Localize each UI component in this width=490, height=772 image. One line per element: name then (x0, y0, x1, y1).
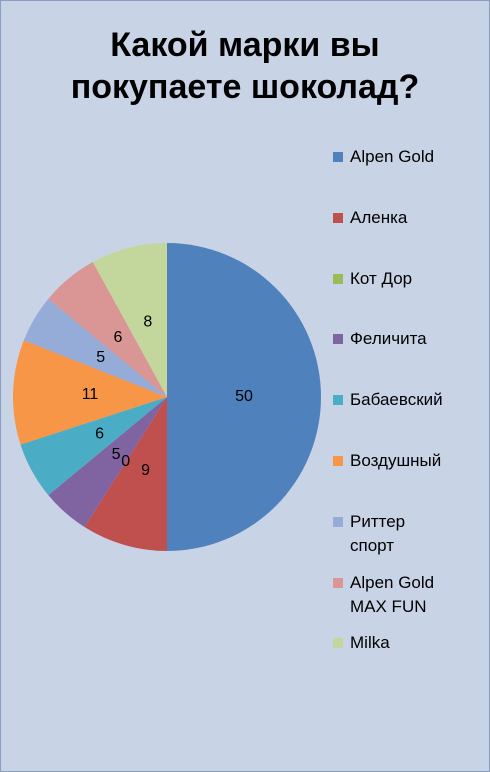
legend-label: Alpen Gold MAX FUN (350, 572, 435, 616)
legend-item: Воздушный (333, 449, 453, 473)
legend-item: Alpen Gold MAX FUN (333, 571, 453, 619)
pie-slice (84, 397, 167, 551)
legend-swatch (333, 456, 343, 466)
pie-slice (48, 397, 168, 528)
legend-label: Аленка (350, 207, 408, 227)
legend-label: Бабаевский (350, 390, 443, 410)
legend-item: Феличита (333, 327, 453, 351)
pie-slice (167, 243, 321, 551)
legend-item: Бабаевский (333, 388, 453, 412)
legend-label: Milka (350, 633, 390, 653)
data-label: 6 (113, 329, 122, 346)
legend-swatch (333, 577, 343, 588)
legend-label: Риттер спорт (350, 511, 406, 555)
pie-slice (12, 340, 167, 445)
legend-item: Кот Дор (333, 267, 453, 291)
legend-label: Alpen Gold (350, 147, 435, 166)
data-label: 6 (95, 425, 104, 442)
data-label: 8 (143, 314, 152, 331)
pie-slice (20, 397, 168, 496)
legend-swatch (333, 212, 343, 223)
data-label: 5 (96, 349, 105, 366)
data-label: 50 (235, 388, 253, 405)
legend-item: Аленка (333, 206, 453, 230)
pie-slice (48, 262, 168, 397)
legend-swatch (333, 273, 343, 284)
pie-slice (23, 298, 167, 397)
legend-label: Воздушный (350, 451, 442, 470)
chart-title: Какой марки вы покупаете шоколад? (70, 26, 420, 106)
data-label: 9 (141, 462, 150, 479)
data-label: 0 (121, 453, 130, 470)
legend-item: Риттер спорт (333, 510, 453, 558)
data-label: 11 (82, 386, 99, 403)
legend-swatch (333, 334, 343, 345)
legend-swatch (333, 516, 343, 527)
legend-item: Alpen Gold (333, 145, 453, 169)
pie-slice (92, 243, 167, 397)
legend-label: Феличита (350, 329, 427, 349)
legend-label: Кот Дор (350, 268, 413, 288)
legend-swatch (333, 152, 343, 162)
legend-swatch (333, 395, 343, 406)
legend-item: Milka (333, 631, 453, 655)
legend-swatch (333, 638, 343, 649)
data-label: 5 (112, 446, 121, 463)
